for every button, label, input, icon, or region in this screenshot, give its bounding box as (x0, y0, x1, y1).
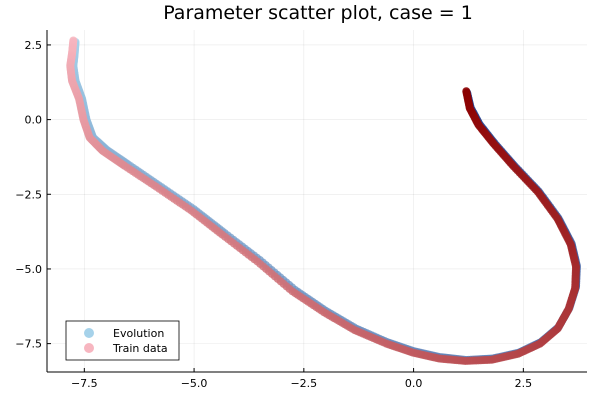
legend-marker (84, 343, 94, 353)
legend-box (65, 320, 180, 361)
legend-marker (84, 328, 94, 338)
series-train-data (66, 36, 581, 365)
y-tick-label: −5.0 (15, 263, 42, 276)
x-tick-label: 2.5 (515, 377, 533, 390)
axes: −7.5 −5.0 −2.5 0.0 2.5 −7.5 −5.0 −2.5 0.0 2.5 (15, 30, 587, 390)
x-tick-label: 0.0 (405, 377, 423, 390)
x-tick-label: −2.5 (290, 377, 317, 390)
y-tick-label: 2.5 (25, 39, 43, 52)
legend-label: Train data (112, 342, 168, 355)
y-tick-label: 0.0 (25, 114, 43, 127)
legend: Evolution Train data (65, 320, 180, 361)
data-point (462, 87, 471, 96)
chart-title: Parameter scatter plot, case = 1 (163, 2, 473, 24)
y-tick-label: −7.5 (15, 338, 42, 351)
y-tick-label: −2.5 (15, 188, 42, 201)
x-tick-label: −5.0 (181, 377, 208, 390)
x-tick-label: −7.5 (71, 377, 98, 390)
legend-label: Evolution (113, 327, 164, 340)
data-series (66, 36, 581, 365)
